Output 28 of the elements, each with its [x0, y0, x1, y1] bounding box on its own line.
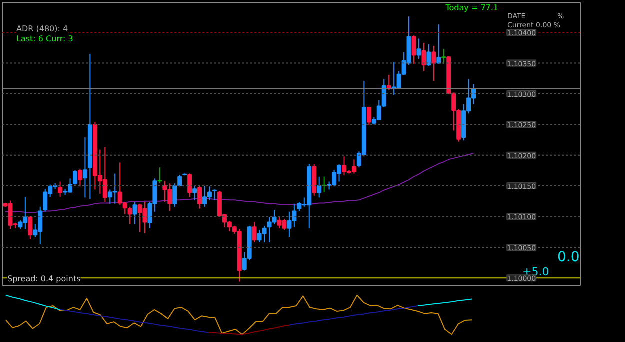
candlestick [128, 206, 132, 225]
text: 0.0 [558, 250, 580, 266]
candlestick [317, 176, 322, 198]
annotation: Today = 77.1 [444, 4, 499, 12]
candlestick [82, 137, 88, 198]
candlestick [416, 38, 422, 60]
candlestick [426, 44, 432, 67]
candlestick [212, 189, 217, 201]
candlestick [172, 183, 178, 208]
candlestick [252, 222, 257, 244]
candlestick [432, 46, 436, 82]
candlestick [412, 35, 416, 64]
candlestick [198, 186, 202, 210]
candlestick [192, 186, 198, 201]
annotation: ADR (480): 4 [16, 24, 68, 34]
candlestick [366, 106, 372, 126]
candlestick [188, 173, 192, 198]
candlestick [436, 24, 442, 64]
candlestick [442, 48, 446, 64]
candlestick [28, 216, 33, 240]
candlestick [78, 168, 82, 188]
candlestick [72, 170, 78, 186]
candlestick [132, 202, 138, 225]
annotation: Last: 6 Curr: 3 [16, 34, 74, 44]
candlestick [58, 181, 63, 198]
annotation: Spread: 0.4 points [8, 274, 81, 284]
candlestick [422, 42, 426, 72]
candlestick [158, 167, 162, 184]
